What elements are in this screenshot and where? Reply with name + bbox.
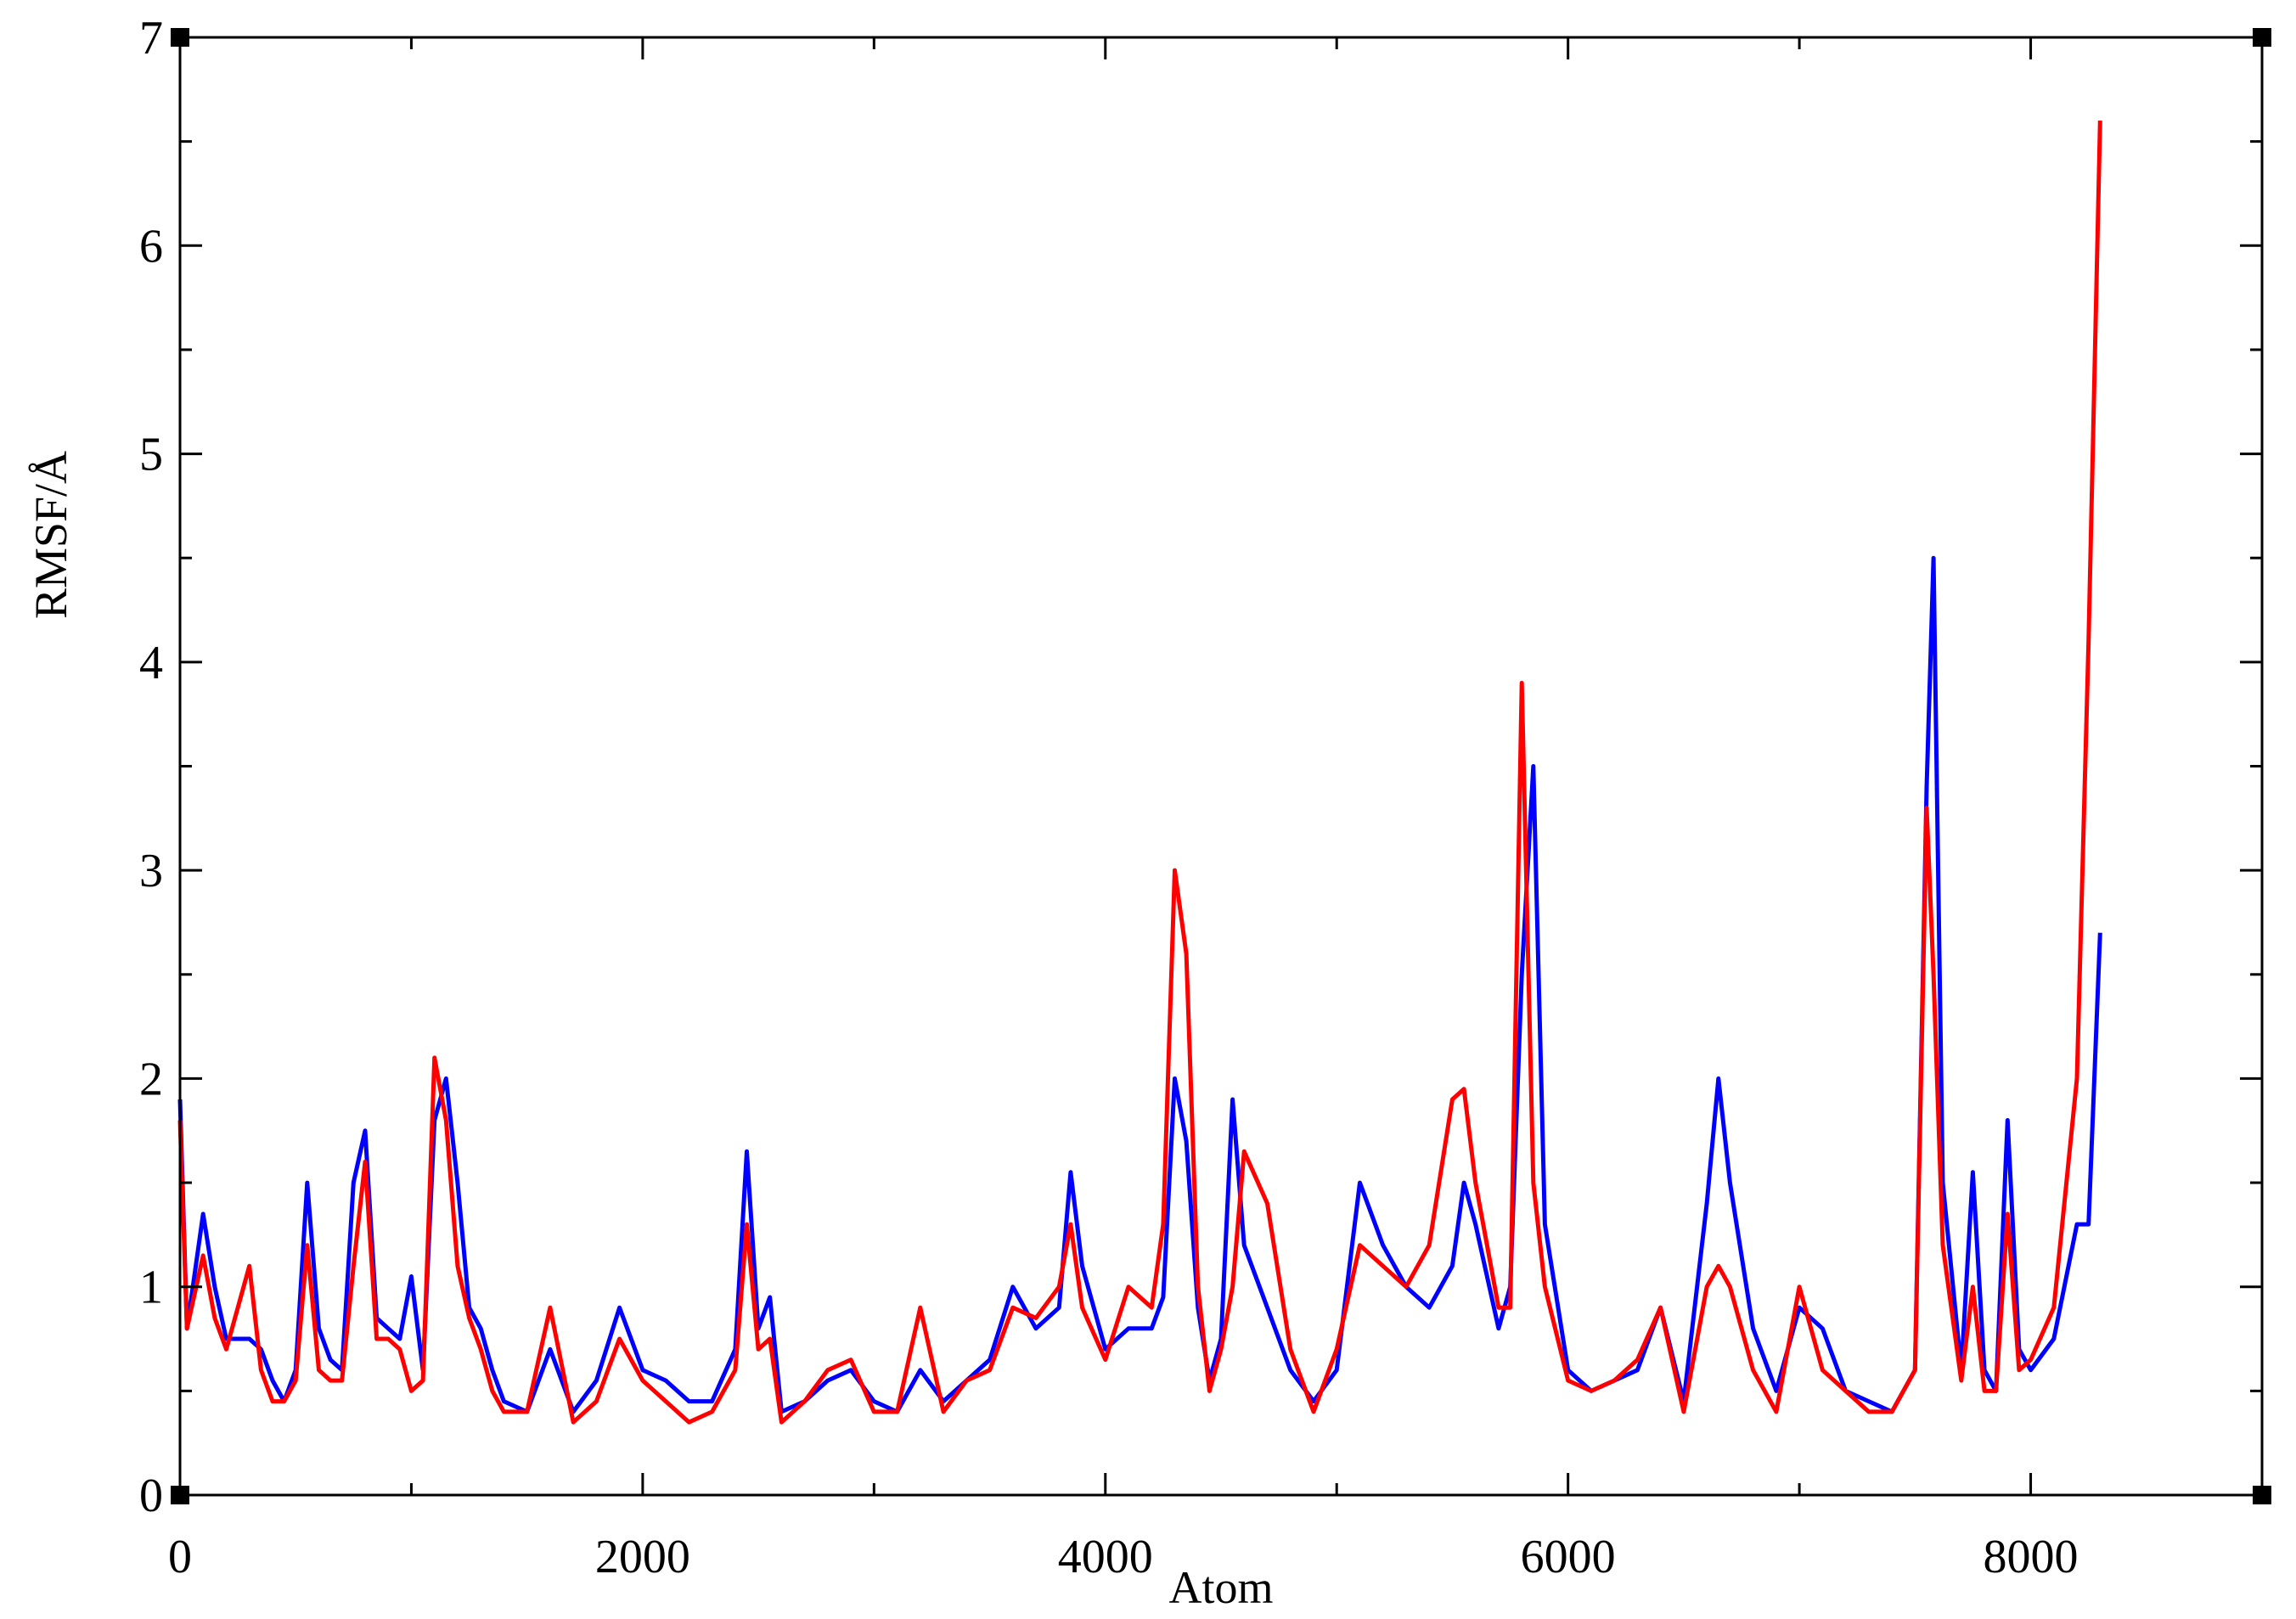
y-tick-label: 6 — [139, 220, 163, 273]
corner-marker — [2253, 1486, 2271, 1504]
corner-marker — [2253, 28, 2271, 47]
x-tick-label: 6000 — [1521, 1531, 1616, 1583]
y-tick-label: 1 — [139, 1262, 163, 1314]
y-tick-label: 3 — [139, 845, 163, 897]
series-line — [177, 121, 2102, 1425]
x-axis-label: Atom — [1168, 1562, 1273, 1613]
x-tick-label: 8000 — [1984, 1531, 2079, 1583]
x-tick-label: 2000 — [595, 1531, 690, 1583]
corner-marker — [171, 28, 189, 47]
y-tick-label: 0 — [139, 1470, 163, 1522]
y-tick-label: 4 — [139, 637, 163, 689]
y-tick-label: 5 — [139, 429, 163, 481]
x-tick-label: 0 — [168, 1531, 192, 1583]
y-tick-label: 2 — [139, 1053, 163, 1105]
series-line — [177, 555, 2102, 1414]
x-tick-label: 4000 — [1058, 1531, 1153, 1583]
y-tick-label: 7 — [139, 12, 163, 65]
y-axis-label: RMSF/Å — [25, 451, 76, 619]
corner-marker — [171, 1486, 189, 1504]
